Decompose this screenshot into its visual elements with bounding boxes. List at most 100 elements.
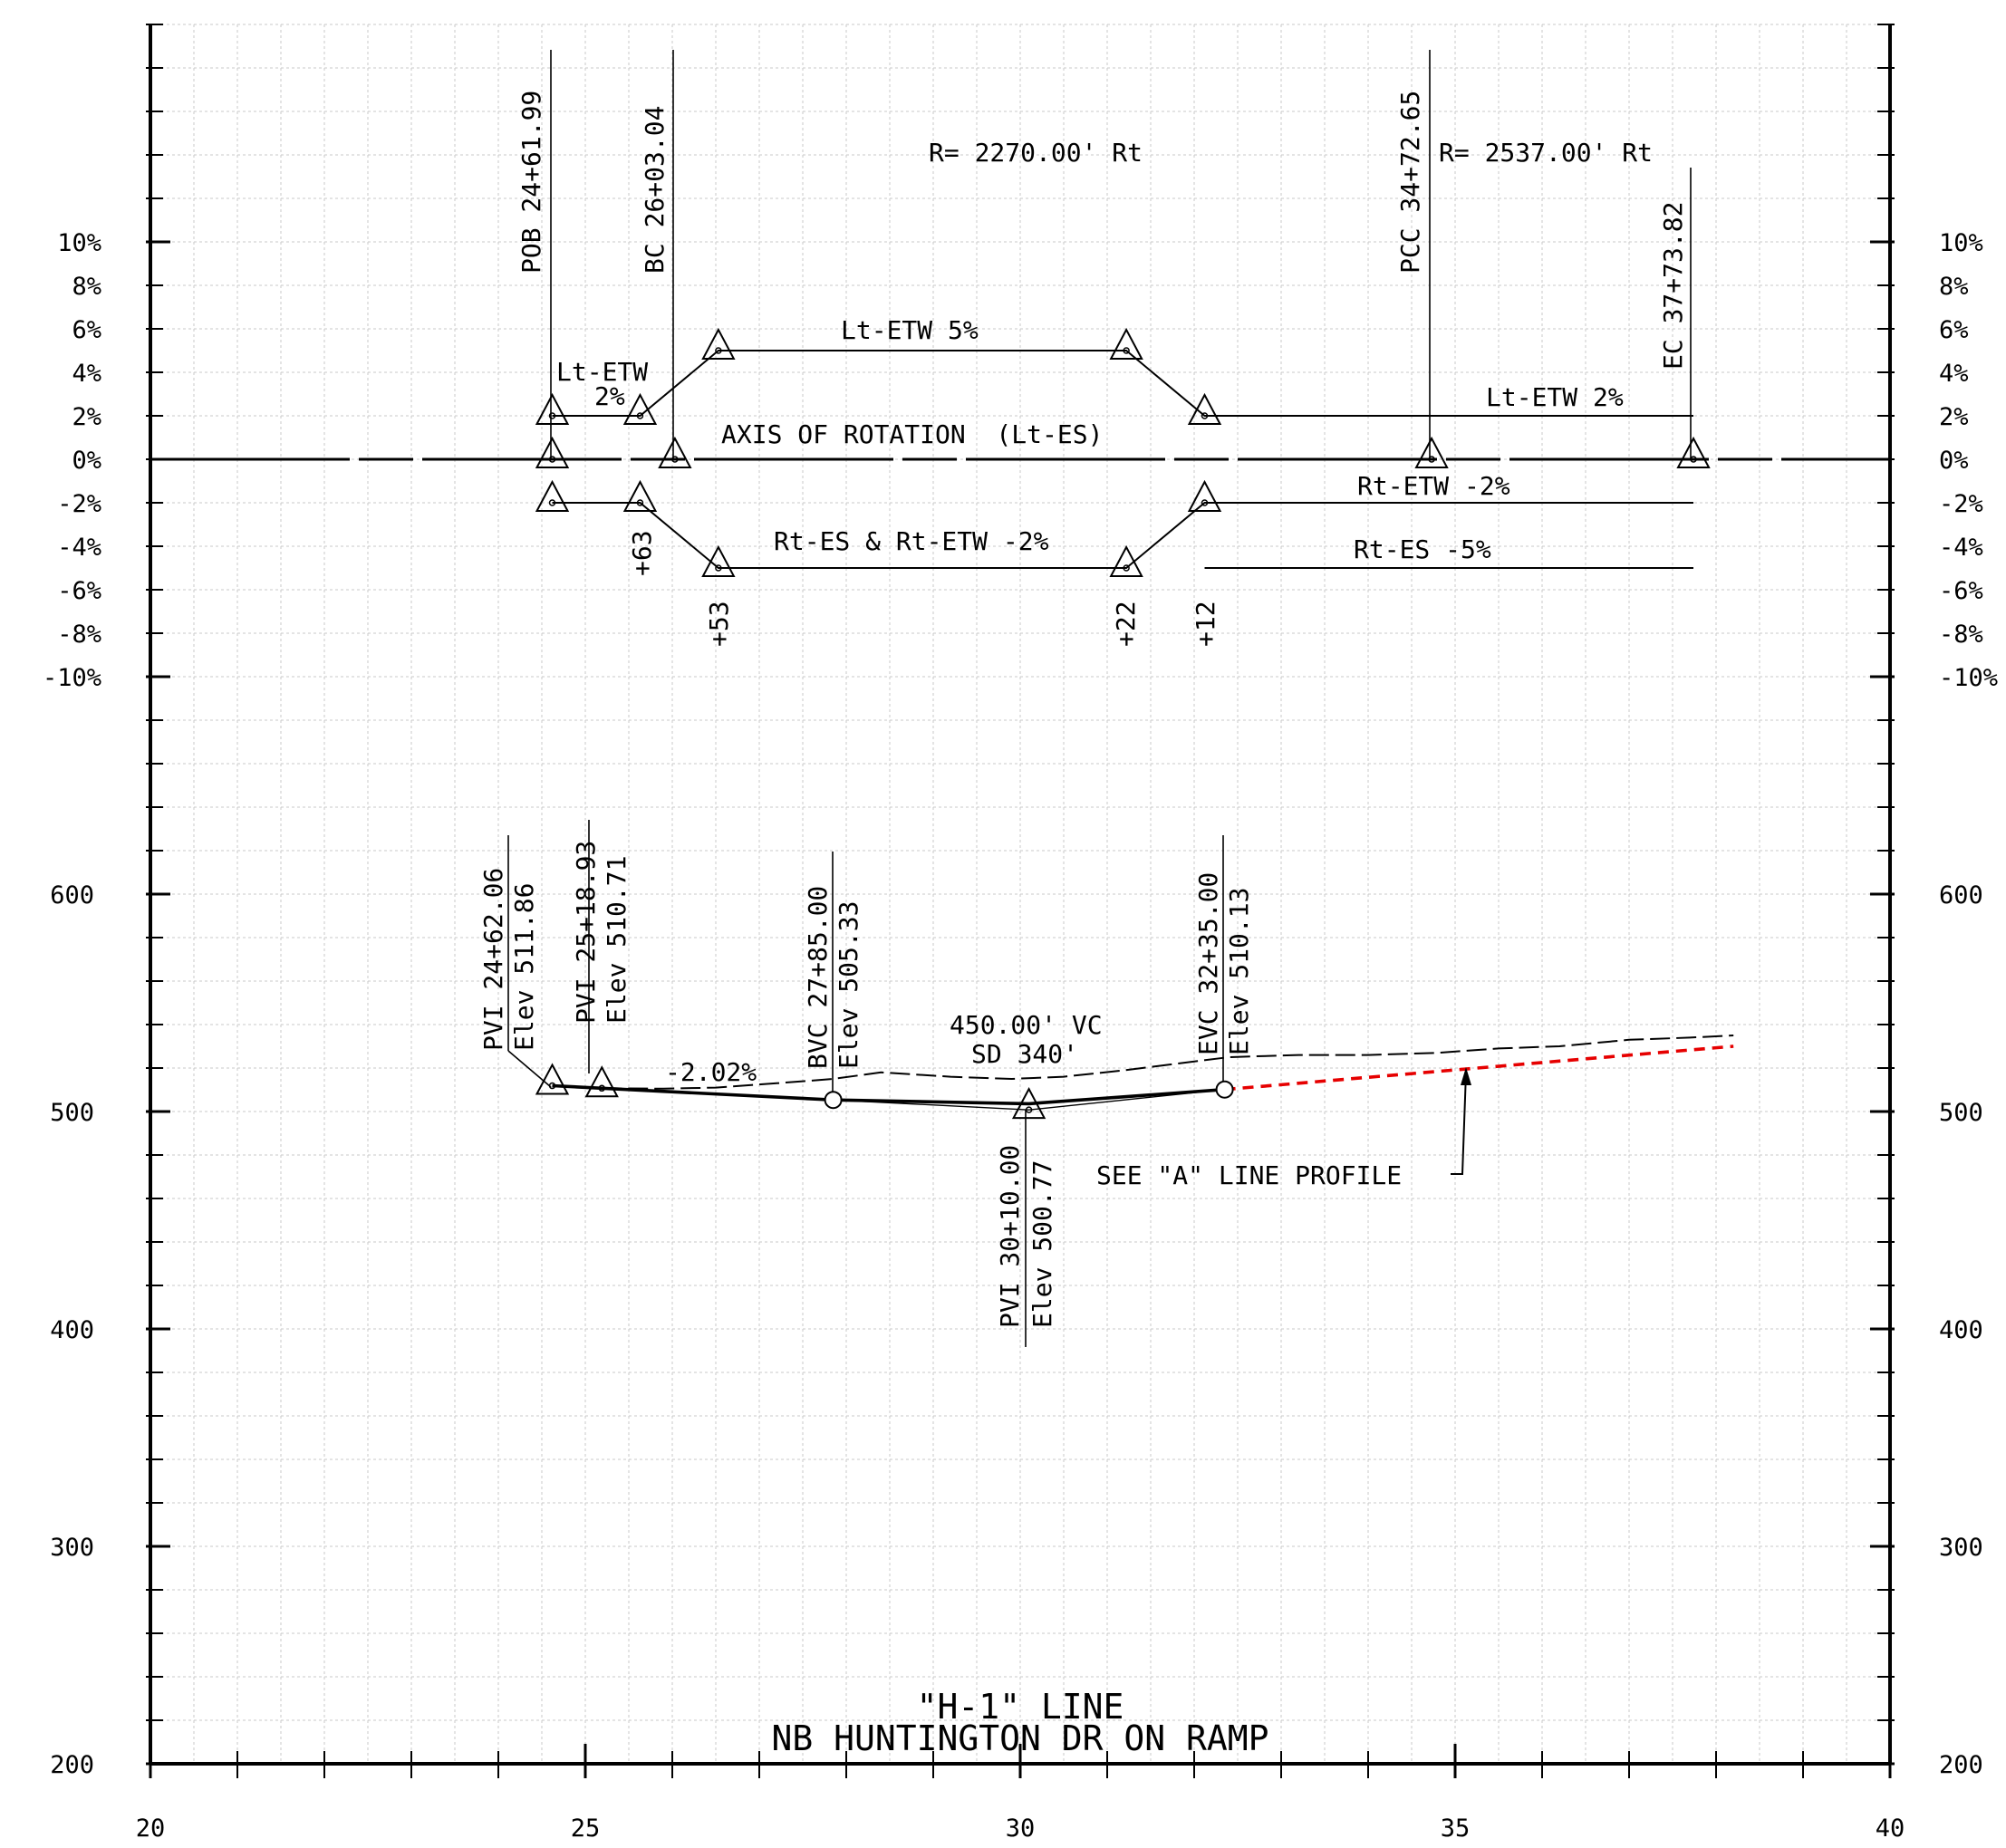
super-tick-label-right: -4% <box>1939 534 1983 562</box>
pvi2-elev-label: Elev 510.71 <box>602 856 632 1024</box>
x-tick-label: 25 <box>571 1814 601 1843</box>
axis-marker-triangle-dot <box>671 456 679 463</box>
edge-marker-triangle-dot <box>548 412 556 419</box>
elev-tick-label-left: 500 <box>50 1099 94 1127</box>
tick-labels: 20 25 30 35 40 10% 8% 6% 4% 2% 0% -2% -4… <box>43 229 1998 1843</box>
lt-etw-pct-label: 2% <box>594 381 625 411</box>
profile-title-line1: "H-1" LINE <box>917 1687 1124 1727</box>
super-tick-label-left: 2% <box>72 403 101 431</box>
edge-marker-triangle-dot <box>636 412 644 419</box>
proposed-grade-line <box>552 1083 1225 1106</box>
super-tick-label-right: -2% <box>1939 490 1983 518</box>
vertical-profile: PVI 24+62.06 Elev 511.86 PVI 25+18.93 El… <box>478 820 1734 1347</box>
profile-markers <box>535 1063 1234 1120</box>
pob-station-label: POB 24+61.99 <box>516 91 546 274</box>
super-tick-label-left: -8% <box>57 621 101 649</box>
elev-tick-label-right: 400 <box>1939 1316 1983 1344</box>
elev-tick-label-right: 600 <box>1939 881 1983 910</box>
super-tick-label-left: -4% <box>57 534 101 562</box>
vertical-curve-tangent <box>833 1089 1225 1111</box>
plus-22-label: +22 <box>1111 601 1141 647</box>
edge-marker-triangle <box>622 479 658 512</box>
edge-marker-triangle <box>1109 327 1143 360</box>
existing-ground-line <box>602 1035 1734 1090</box>
vc-point-circle <box>824 1091 843 1110</box>
super-tick-label-left: 6% <box>72 316 101 344</box>
plus-12-label: +12 <box>1191 601 1220 647</box>
super-tick-label-left: -2% <box>57 490 101 518</box>
super-tick-label-right: 4% <box>1939 360 1969 388</box>
x-tick-label: 30 <box>1006 1814 1036 1843</box>
super-tick-label-right: 6% <box>1939 316 1969 344</box>
rt-etw-line <box>552 502 1693 569</box>
axis-marker-triangle <box>1414 436 1449 468</box>
x-tick-label: 40 <box>1876 1814 1905 1843</box>
pvi-marker-triangle <box>535 1063 570 1095</box>
super-tick-label-right: 2% <box>1939 403 1969 431</box>
axis-marker-triangle-dot <box>548 456 556 463</box>
pvi1-leader-b <box>507 1050 552 1088</box>
vc-point-circle <box>1215 1080 1234 1099</box>
pvi-marker-triangle <box>1011 1087 1046 1120</box>
super-tick-label-left: 0% <box>72 447 101 475</box>
axis-marker-triangle <box>535 436 570 468</box>
lt-etw-line <box>552 350 1693 417</box>
edge-marker-triangle-dot <box>1201 499 1209 506</box>
edge-marker-triangle-dot <box>636 499 644 506</box>
pvi3-elev-label: Elev 500.77 <box>1027 1160 1057 1328</box>
elev-tick-label-left: 300 <box>50 1534 94 1562</box>
bvc-station-label: BVC 27+85.00 <box>803 886 833 1069</box>
edge-marker-triangle <box>1109 544 1143 577</box>
edge-marker-triangle <box>535 479 570 512</box>
sight-distance-label: SD 340' <box>971 1039 1078 1069</box>
pvi-marker-triangle-dot <box>1025 1106 1033 1113</box>
plus-53-label: +53 <box>704 601 734 647</box>
ec-station-label: EC 37+73.82 <box>1658 202 1688 370</box>
elev-tick-label-left: 400 <box>50 1316 94 1344</box>
lt-etw-5-label: Lt-ETW 5% <box>841 315 979 345</box>
super-tick-label-right: 8% <box>1939 273 1969 301</box>
axis-marker-triangle-dot <box>1428 456 1435 463</box>
super-tick-label-left: 10% <box>57 229 101 257</box>
edge-marker-triangle <box>622 392 658 425</box>
bvc-elev-label: Elev 505.33 <box>834 901 863 1069</box>
pvi-marker-triangle-dot <box>598 1084 605 1092</box>
edge-marker-triangle <box>701 327 736 360</box>
elev-tick-label-right: 200 <box>1939 1751 1983 1779</box>
profile-title-line2: NB HUNTINGTON DR ON RAMP <box>771 1718 1268 1758</box>
rt-es-etw-label: Rt-ES & Rt-ETW -2% <box>774 526 1049 556</box>
pvi1-station-label: PVI 24+62.06 <box>478 868 508 1051</box>
bc-station-label: BC 26+03.04 <box>640 106 670 274</box>
note-arrow-icon <box>1461 1067 1471 1085</box>
edge-marker-triangle <box>535 392 570 425</box>
rt-es-minus5-label: Rt-ES -5% <box>1354 534 1491 564</box>
elev-tick-label-left: 200 <box>50 1751 94 1779</box>
edge-marker-triangle <box>1187 392 1222 425</box>
see-a-line-note: SEE "A" LINE PROFILE <box>1096 1160 1402 1190</box>
super-tick-label-left: 8% <box>72 273 101 301</box>
super-tick-label-right: -10% <box>1939 664 1998 692</box>
edge-marker-triangle-dot <box>1123 347 1130 354</box>
elev-tick-label-right: 500 <box>1939 1099 1983 1127</box>
pvi-marker-triangle <box>584 1065 619 1098</box>
super-tick-label-left: -6% <box>57 577 101 605</box>
x-tick-label: 20 <box>136 1814 166 1843</box>
edge-marker-triangle <box>701 544 736 577</box>
pcc-station-label: PCC 34+72.65 <box>1395 91 1425 274</box>
edge-marker-triangle-dot <box>1201 412 1209 419</box>
pvi2-station-label: PVI 25+18.93 <box>571 841 601 1024</box>
superelevation-markers <box>535 327 1711 577</box>
edge-marker-triangle-dot <box>715 347 722 354</box>
super-tick-label-left: 4% <box>72 360 101 388</box>
axis-marker-triangle <box>1676 436 1711 468</box>
grade-label: -2.02% <box>665 1057 757 1087</box>
edge-marker-triangle <box>1187 479 1222 512</box>
rt-etw-minus2-label: Rt-ETW -2% <box>1357 471 1510 501</box>
lt-etw-label: Lt-ETW <box>556 357 648 387</box>
super-tick-label-right: -6% <box>1939 577 1983 605</box>
curve-1-radius-label: R= 2270.00' Rt <box>929 138 1143 168</box>
super-tick-label-left: -10% <box>43 664 101 692</box>
grid <box>149 24 1891 1765</box>
note-leader <box>1451 1072 1467 1175</box>
